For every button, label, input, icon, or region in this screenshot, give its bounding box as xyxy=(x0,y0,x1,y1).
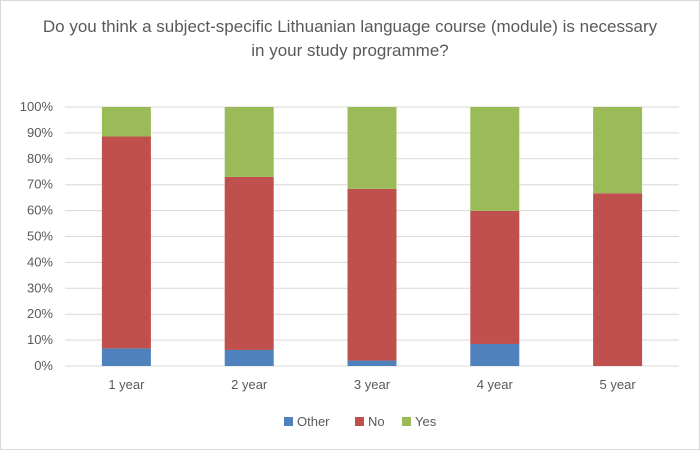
bar-segment-other xyxy=(347,360,397,366)
bar-segment-other xyxy=(101,348,151,366)
y-tick-label: 80% xyxy=(27,151,53,166)
bar-segment-yes xyxy=(101,107,151,137)
bar-segment-yes xyxy=(224,107,274,177)
y-tick-label: 20% xyxy=(27,306,53,321)
x-tick-label: 5 year xyxy=(600,377,637,392)
bar-segment-other xyxy=(224,349,274,366)
y-tick-label: 100% xyxy=(20,99,54,114)
bar-segment-yes xyxy=(470,107,520,211)
x-tick-label: 3 year xyxy=(354,377,391,392)
y-tick-label: 60% xyxy=(27,203,53,218)
bar-segment-no xyxy=(101,136,151,349)
y-tick-label: 30% xyxy=(27,280,53,295)
legend-swatch-other xyxy=(284,417,293,426)
bar-segment-no xyxy=(593,193,643,366)
legend-label: No xyxy=(368,414,385,429)
y-tick-label: 40% xyxy=(27,254,53,269)
bar-segment-yes xyxy=(593,107,643,194)
x-tick-label: 2 year xyxy=(231,377,268,392)
chart-title: Do you think a subject-specific Lithuani… xyxy=(42,17,658,60)
legend-swatch-no xyxy=(355,417,364,426)
legend-label: Yes xyxy=(415,414,437,429)
bar-segment-no xyxy=(224,176,274,350)
y-tick-label: 70% xyxy=(27,177,53,192)
legend-swatch-yes xyxy=(402,417,411,426)
x-tick-label: 4 year xyxy=(477,377,514,392)
bar-segment-other xyxy=(470,343,520,366)
y-tick-label: 90% xyxy=(27,125,53,140)
x-tick-label: 1 year xyxy=(108,377,145,392)
y-tick-label: 50% xyxy=(27,229,53,244)
bar-segment-no xyxy=(347,188,397,361)
legend-label: Other xyxy=(297,414,330,429)
bar-segment-no xyxy=(470,210,520,344)
bar-segment-yes xyxy=(347,107,397,189)
y-tick-label: 10% xyxy=(27,332,53,347)
y-tick-label: 0% xyxy=(34,358,53,373)
